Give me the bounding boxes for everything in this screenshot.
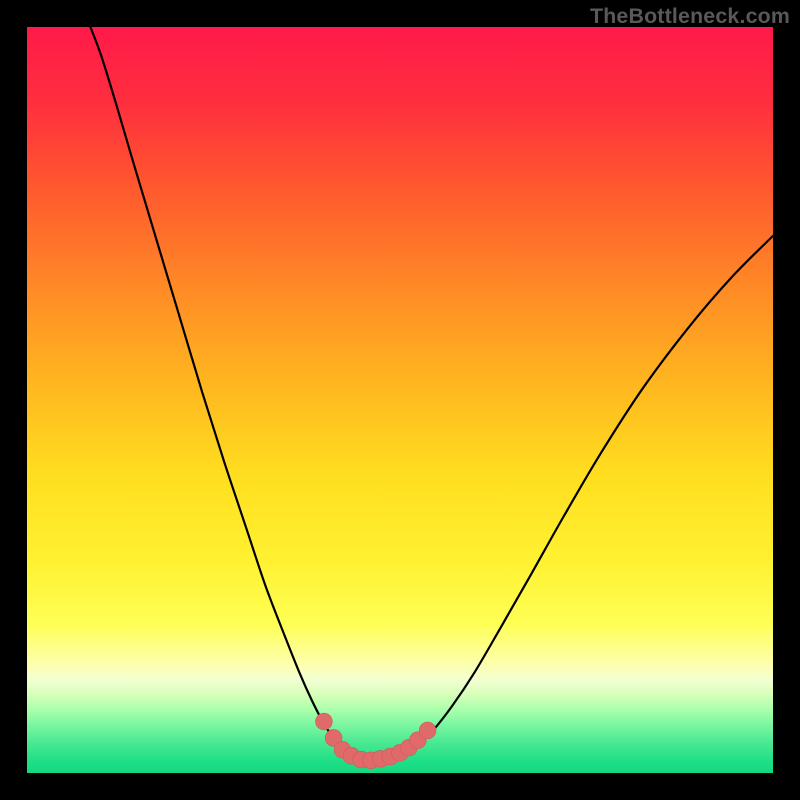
bottleneck-chart — [0, 0, 800, 800]
gradient-background — [27, 27, 773, 773]
marker-point — [316, 713, 333, 730]
marker-point — [419, 722, 436, 739]
watermark-label: TheBottleneck.com — [590, 4, 790, 29]
chart-stage: TheBottleneck.com — [0, 0, 800, 800]
